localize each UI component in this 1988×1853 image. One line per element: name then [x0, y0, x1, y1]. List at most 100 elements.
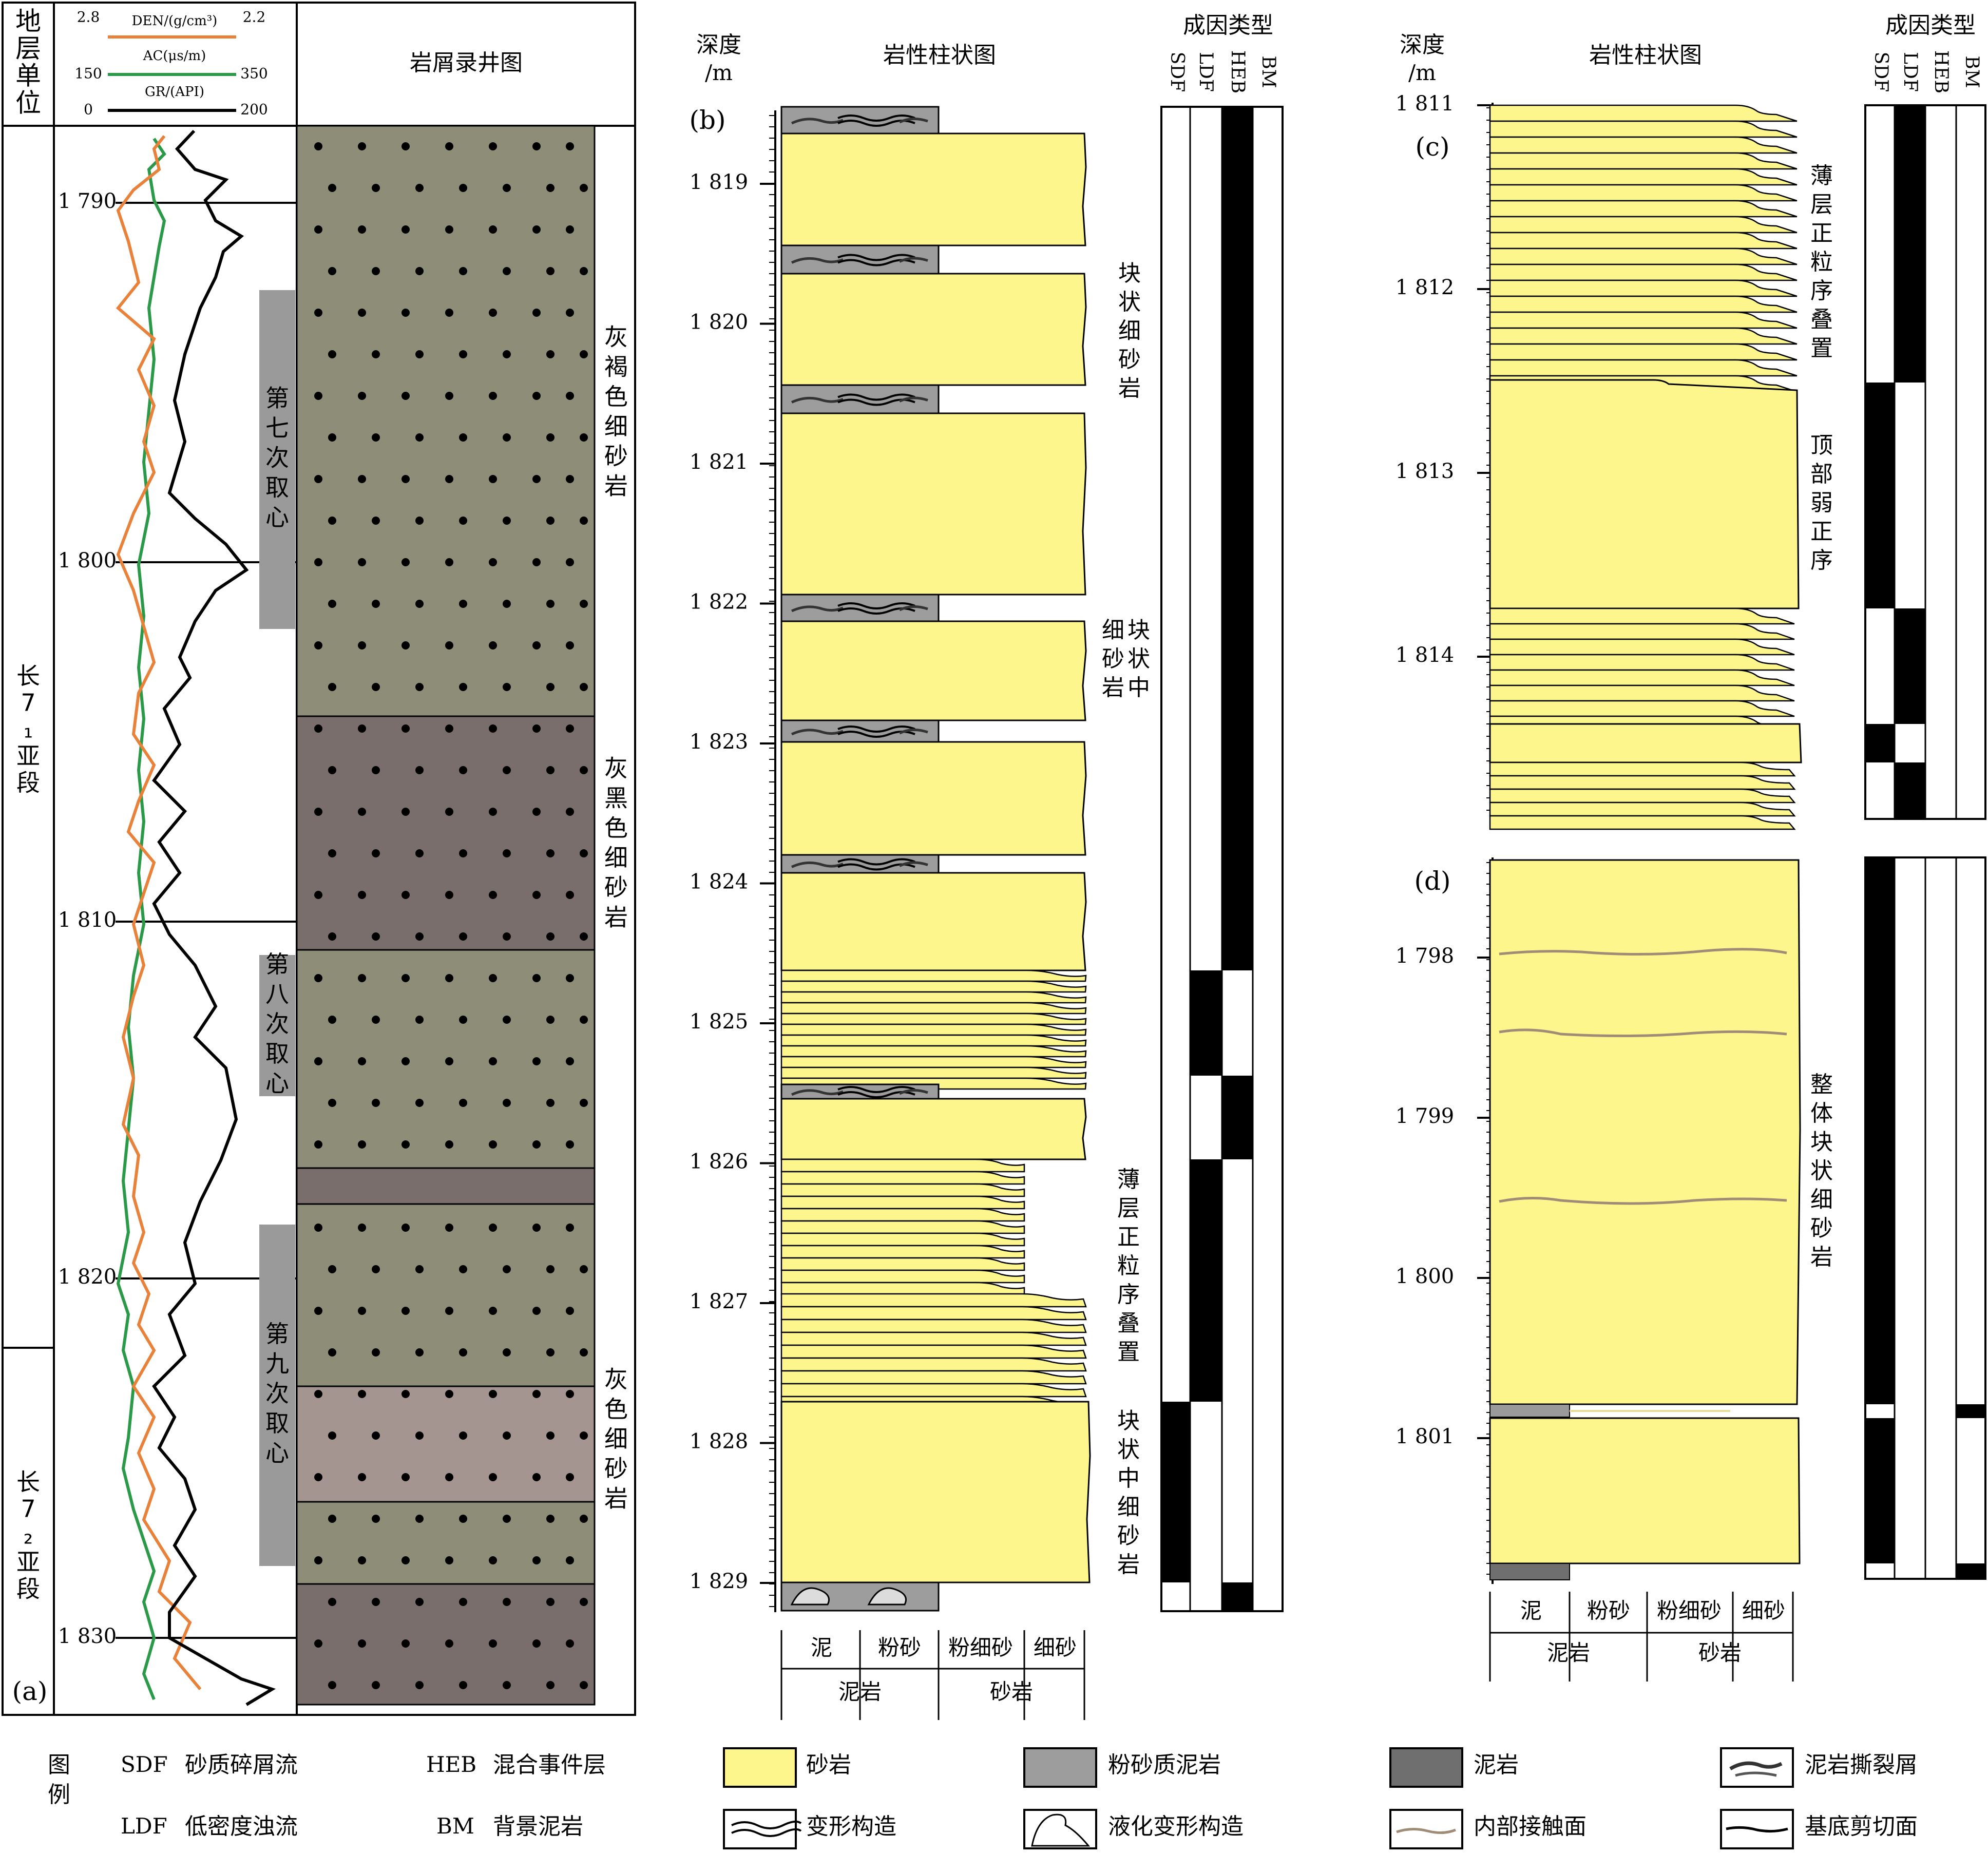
- sandstone-bed: [780, 412, 1087, 596]
- sand-grain-dot: [566, 558, 574, 566]
- sand-grain-dot: [445, 724, 453, 733]
- deformation-wave: [837, 725, 915, 733]
- thin-graded-bed: [780, 1220, 1025, 1234]
- core-bar: [259, 955, 295, 1096]
- sandstone-bed: [1489, 379, 1800, 609]
- sand-grain-dot: [372, 1016, 380, 1024]
- thin-graded-bed: [780, 1171, 1025, 1185]
- genesis-title-b: 成因类型: [1183, 12, 1273, 39]
- unit-label-c71-char: 长: [16, 662, 40, 690]
- depth-label-b: 1 822: [690, 590, 749, 614]
- sand-grain-dot: [372, 1099, 380, 1107]
- panel-label-c: (c): [1415, 132, 1449, 162]
- sand-grain-dot: [489, 309, 497, 317]
- sand-grain-dot: [532, 1556, 541, 1564]
- sand-grain-dot: [314, 392, 322, 400]
- sand-grain-dot: [402, 891, 410, 899]
- thin-graded-bed: [1489, 247, 1798, 265]
- annotation-b-char: 细: [1117, 1494, 1140, 1520]
- sand-grain-dot: [546, 683, 555, 691]
- sand-grain-dot: [503, 849, 511, 857]
- thin-graded-bed: [1489, 815, 1796, 830]
- sand-grain-dot: [503, 600, 511, 608]
- annotation-b-char: 粒: [1117, 1253, 1140, 1279]
- legend-symbol-label: 变形构造: [806, 1813, 896, 1840]
- unit-label-c72-char: 亚: [16, 1549, 40, 1576]
- mudstone-interbed: [1489, 1404, 1570, 1418]
- legend-text: 砂质碎屑流: [185, 1752, 298, 1778]
- mudstone-bed: [1489, 1563, 1570, 1580]
- genesis-fill: [1956, 1563, 1985, 1579]
- annotation-b-char: 置: [1117, 1339, 1140, 1365]
- depth-label-b: 1 824: [690, 870, 749, 894]
- depth-label-b: 1 819: [690, 170, 749, 194]
- sand-grain-dot: [328, 267, 336, 275]
- thin-graded-bed: [1489, 104, 1798, 122]
- sand-grain-dot: [489, 142, 497, 150]
- legend-code: SDF: [121, 1752, 168, 1777]
- sand-grain-dot: [546, 184, 555, 192]
- core-label-char: 七: [265, 414, 289, 442]
- sand-grain-dot: [402, 1639, 410, 1648]
- liquefaction-structure: [867, 1587, 907, 1606]
- sand-grain-dot: [546, 350, 555, 358]
- sand-grain-dot: [328, 1265, 336, 1273]
- sand-grain-dot: [503, 267, 511, 275]
- legend-code: BM: [436, 1813, 474, 1839]
- sandstone-bed: [1489, 1417, 1801, 1564]
- legend-swatch-mudstone: [1389, 1747, 1463, 1788]
- genesis-col-label: SDF: [1167, 52, 1188, 92]
- sand-grain-dot: [489, 641, 497, 649]
- genesis-col-label: SDF: [1870, 52, 1891, 92]
- depth-label-b: 1 828: [690, 1430, 749, 1454]
- annotation-c-char: 薄: [1810, 163, 1833, 189]
- sand-grain-dot: [415, 932, 424, 941]
- grain-label: 粉细砂: [1657, 1598, 1722, 1623]
- mud-clast: [899, 729, 928, 735]
- sand-grain-dot: [402, 475, 410, 483]
- genesis-title-c: 成因类型: [1885, 12, 1976, 39]
- sand-grain-dot: [314, 1140, 322, 1149]
- unit-label-c72-char: ₂: [24, 1522, 33, 1550]
- sand-grain-dot: [358, 1390, 366, 1398]
- sand-grain-dot: [532, 475, 541, 483]
- depth-header-b: 深度: [696, 32, 741, 58]
- sand-grain-dot: [402, 808, 410, 816]
- mud-clast: [791, 1089, 844, 1096]
- sand-grain-dot: [415, 600, 424, 608]
- legend-contact-line: [1396, 1828, 1456, 1834]
- panel-label-d: (d): [1414, 866, 1450, 896]
- annotation-b-char: 中: [1117, 1465, 1140, 1492]
- mud-clast: [899, 605, 928, 612]
- sand-grain-dot: [489, 1390, 497, 1398]
- annotation-b-char: 岩: [1118, 375, 1141, 402]
- thin-graded-bed: [1489, 607, 1795, 625]
- genesis-fill: [1161, 1402, 1190, 1582]
- thin-graded-bed: [780, 1023, 1087, 1036]
- unit-label-c71-char: 段: [16, 769, 40, 797]
- sand-grain-dot: [314, 1057, 322, 1065]
- mud-clast: [791, 605, 844, 613]
- thin-graded-bed: [780, 1306, 1087, 1321]
- annotation-b-char: 块: [1118, 260, 1141, 286]
- sand-grain-dot: [580, 1265, 588, 1273]
- sand-grain-dot: [566, 1140, 574, 1149]
- unit-label-c72-char: 段: [16, 1575, 40, 1603]
- sand-grain-dot: [328, 350, 336, 358]
- sand-grain-dot: [580, 1681, 588, 1689]
- sand-grain-dot: [328, 1016, 336, 1024]
- sand-grain-dot: [546, 1515, 555, 1523]
- sand-grain-dot: [459, 1016, 467, 1024]
- thin-graded-bed: [1489, 775, 1796, 790]
- lithology-label-char: 褐: [604, 353, 628, 381]
- sand-grain-dot: [358, 1556, 366, 1564]
- sand-grain-dot: [415, 766, 424, 774]
- annotation-d-char: 细: [1810, 1187, 1833, 1213]
- sand-grain-dot: [328, 517, 336, 525]
- legend-code: LDF: [121, 1813, 167, 1839]
- legend-shear-line: [1726, 1826, 1788, 1833]
- sand-grain-dot: [532, 1390, 541, 1398]
- core-label-char: 第: [265, 1320, 289, 1348]
